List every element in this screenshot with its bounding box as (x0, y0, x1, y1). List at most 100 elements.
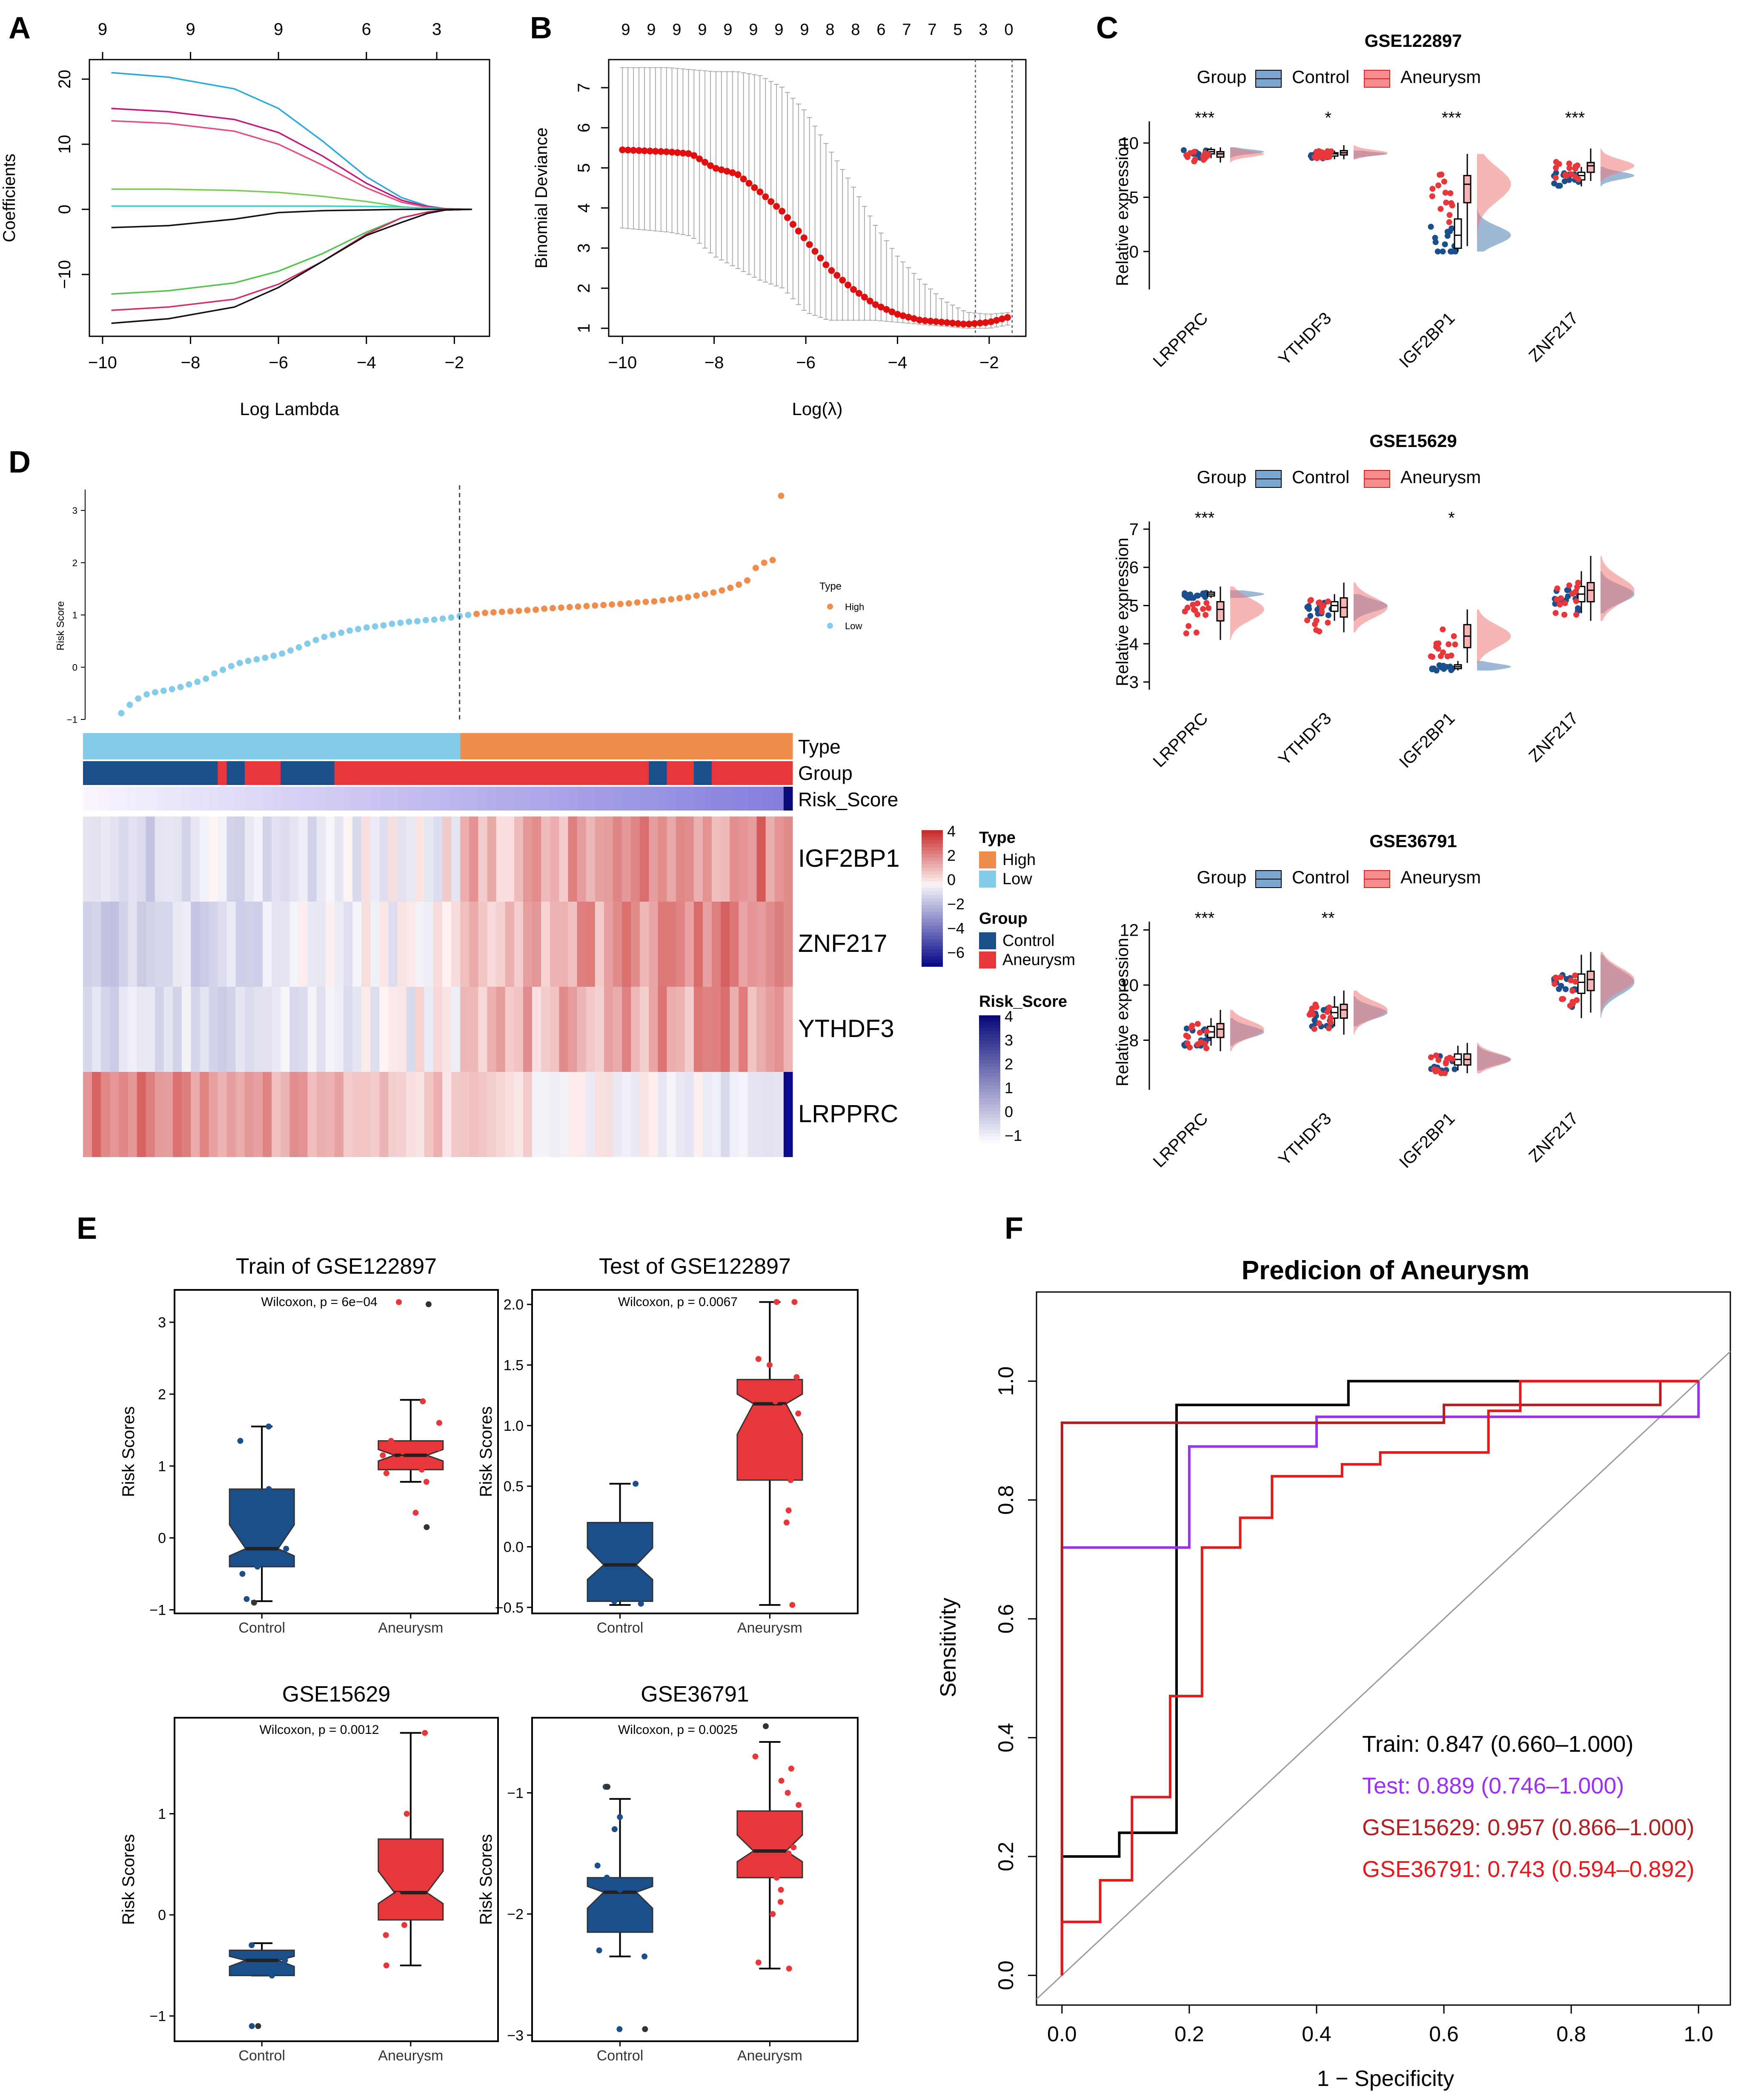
value-legend-tick: 0 (947, 871, 956, 888)
value-legend-gradient (922, 895, 943, 899)
plot-frame (531, 1289, 859, 1614)
type-cell (667, 733, 676, 759)
heatmap-cell (316, 987, 326, 1072)
y-tick-label: −1 (149, 1602, 166, 1619)
risk-point (524, 607, 531, 613)
jitter-point (1433, 1052, 1439, 1059)
heatmap-cell (209, 987, 218, 1072)
heatmap-cell (550, 817, 559, 902)
cv-mean-point (789, 221, 796, 228)
type-cell (235, 733, 245, 759)
heatmap-cell (442, 902, 452, 987)
jitter-point (1561, 611, 1568, 618)
data-point (770, 1911, 776, 1917)
plot-frame (608, 59, 1027, 337)
heatmap-cell (730, 1072, 739, 1157)
heatmap-cell (361, 1072, 371, 1157)
value-legend-gradient (922, 953, 943, 957)
subplot-title: GSE36791 (1369, 831, 1457, 851)
heatmap-cell (469, 987, 478, 1072)
legend-title: Group (1197, 467, 1247, 487)
risk-point (126, 702, 133, 708)
risk-point (625, 600, 632, 607)
heatmap-cell (110, 1072, 119, 1157)
group-cell (586, 761, 596, 785)
risk-legend-gradient (979, 1130, 1000, 1134)
cv-mean-point (949, 319, 956, 327)
heatmap-cell (316, 1072, 326, 1157)
box-control (587, 1877, 653, 1933)
jitter-point (1326, 154, 1333, 160)
risk-cell (209, 787, 218, 811)
x-tick-label: −10 (608, 353, 637, 372)
heatmap-cell (379, 902, 389, 987)
cv-mean-point (861, 294, 868, 301)
heatmap-cell (200, 817, 209, 902)
heatmap-cell (397, 817, 407, 902)
heatmap-cell (182, 817, 191, 902)
wilcoxon-annotation: Wilcoxon, p = 0.0067 (618, 1295, 738, 1309)
jitter-point (1443, 1060, 1449, 1066)
y-axis-label: Relative expression (1113, 538, 1132, 686)
heatmap-cell (182, 902, 191, 987)
type-cell (110, 733, 119, 759)
risk-cell (163, 787, 173, 811)
data-point (420, 1398, 426, 1404)
y-tick-label: 1.5 (504, 1357, 524, 1373)
cv-mean-point (938, 318, 945, 326)
type-cell (739, 733, 748, 759)
y-tick-label: 2.0 (504, 1297, 524, 1313)
data-point (418, 1467, 425, 1473)
data-point (762, 1723, 769, 1729)
group-cell (613, 761, 622, 785)
risk-point (312, 636, 319, 643)
heatmap-cell (191, 902, 200, 987)
data-point (239, 1571, 246, 1577)
jitter-point (1316, 599, 1323, 605)
group-cell (370, 761, 380, 785)
jitter-point (1189, 1023, 1195, 1029)
jitter-point (1553, 170, 1559, 176)
risk-cell (352, 787, 362, 811)
risk-legend-gradient (979, 1082, 1000, 1086)
chart-title: Predicion of Aneurysm (1242, 1256, 1529, 1285)
y-axis-label: Relative expression (1113, 138, 1132, 286)
legend-swatch-high (979, 851, 996, 868)
risk-cell (272, 787, 281, 811)
data-point (772, 1398, 779, 1404)
type-cell (182, 733, 191, 759)
type-cell (424, 733, 434, 759)
y-axis-label: Relative expression (1113, 938, 1132, 1086)
risk-point (752, 564, 759, 571)
cv-mean-point (965, 321, 973, 328)
heatmap-cell (397, 987, 407, 1072)
value-legend-gradient (922, 837, 943, 841)
risk-legend-tick: 3 (1005, 1031, 1013, 1049)
group-cell (532, 761, 541, 785)
heatmap-cell (424, 987, 434, 1072)
heatmap-cell (307, 902, 317, 987)
heatmap-cell (163, 817, 173, 902)
data-point (612, 1568, 618, 1574)
value-legend-tick: 4 (947, 822, 956, 840)
heatmap-cell (298, 1072, 308, 1157)
heatmap-cell (191, 817, 200, 902)
jitter-point (1448, 667, 1455, 673)
risk-point (617, 601, 624, 607)
x-tick-label: Aneurysm (737, 2048, 802, 2064)
risk-cell (586, 787, 596, 811)
heatmap-cell (684, 1072, 694, 1157)
half-violin-aneurysm (1601, 952, 1635, 1013)
type-cell (415, 733, 425, 759)
risk-point (481, 610, 488, 616)
group-cell (244, 761, 254, 785)
wilcoxon-annotation: Wilcoxon, p = 0.0025 (618, 1723, 738, 1737)
data-point (786, 1965, 792, 1972)
data-point (590, 1531, 596, 1538)
group-cell (307, 761, 317, 785)
data-point (793, 1374, 800, 1380)
type-cell (316, 733, 326, 759)
jitter-point (1573, 598, 1579, 605)
jitter-point (1324, 1009, 1331, 1015)
heatmap-cell (451, 902, 461, 987)
